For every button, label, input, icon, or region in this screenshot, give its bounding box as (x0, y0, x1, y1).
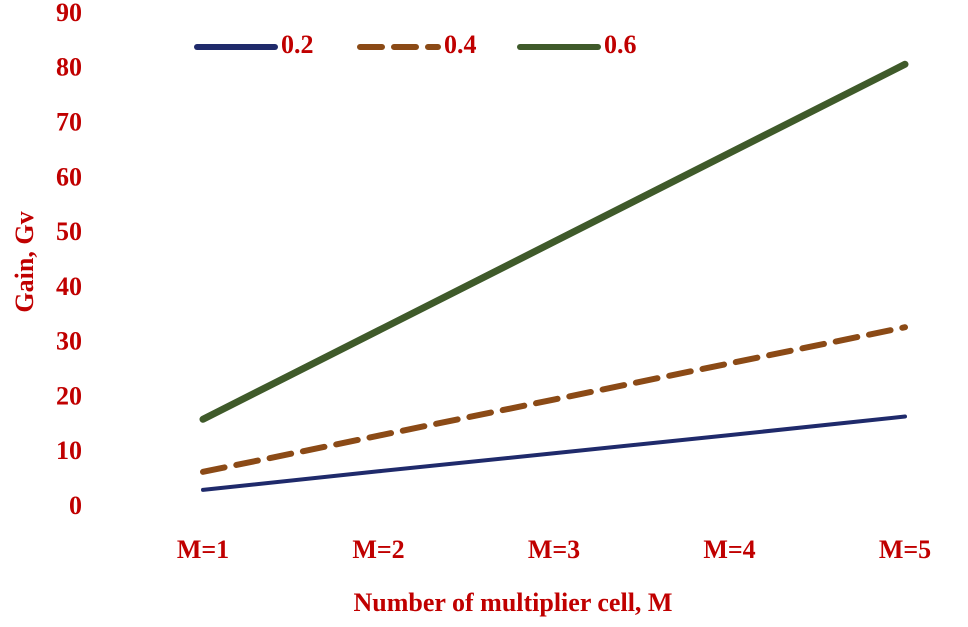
y-axis-title: Gain, Gv (10, 211, 39, 312)
y-tick-label: 40 (56, 272, 82, 301)
series-line (201, 414, 907, 492)
y-tick-label: 20 (56, 381, 82, 410)
x-tick-label: M=4 (703, 535, 755, 564)
y-tick-label: 50 (56, 217, 82, 246)
series-line (200, 324, 908, 475)
series-line (199, 60, 909, 423)
x-tick-label: M=2 (352, 535, 404, 564)
y-tick-label: 0 (69, 491, 82, 520)
y-tick-label: 30 (56, 327, 82, 356)
y-tick-label: 90 (56, 0, 82, 27)
y-tick-label: 70 (56, 108, 82, 137)
legend-label: 0.6 (604, 30, 637, 59)
x-tick-label: M=3 (528, 535, 580, 564)
y-tick-label: 10 (56, 436, 82, 465)
y-tick-label: 60 (56, 162, 82, 191)
legend-label: 0.4 (444, 30, 477, 59)
x-axis-title: Number of multiplier cell, M (354, 588, 673, 617)
legend-label: 0.2 (281, 30, 314, 59)
y-tick-label: 80 (56, 53, 82, 82)
x-tick-label: M=1 (177, 535, 229, 564)
x-tick-label: M=5 (879, 535, 931, 564)
